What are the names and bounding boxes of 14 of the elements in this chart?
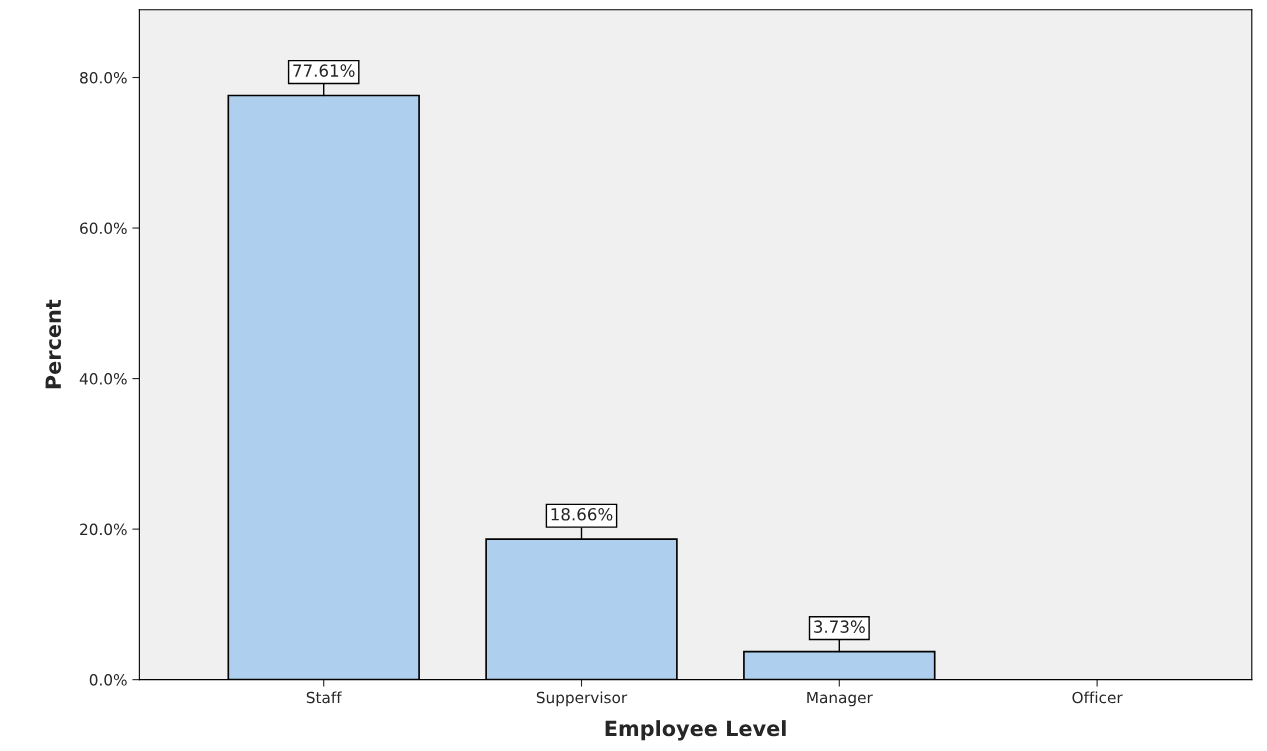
x-tick-label: Suppervisor — [536, 691, 628, 707]
y-tick-label: 20.0% — [80, 523, 127, 536]
y-axis-title: Percent — [45, 299, 62, 389]
data-label: 3.73% — [814, 620, 865, 633]
y-tick-label: 80.0% — [80, 71, 127, 84]
x-tick-label: Manager — [807, 691, 873, 707]
y-tick-label: 40.0% — [79, 373, 127, 385]
data-label: 18.66% — [551, 507, 613, 521]
data-label: 77.61% — [293, 64, 355, 77]
x-axis-title: Employee Level — [605, 720, 786, 741]
x-tick-label: Staff — [306, 691, 342, 704]
x-tick-label: Officer — [1072, 691, 1123, 704]
y-tick-label: 0.0% — [89, 674, 127, 686]
y-tick-label: 60.0% — [80, 222, 127, 235]
